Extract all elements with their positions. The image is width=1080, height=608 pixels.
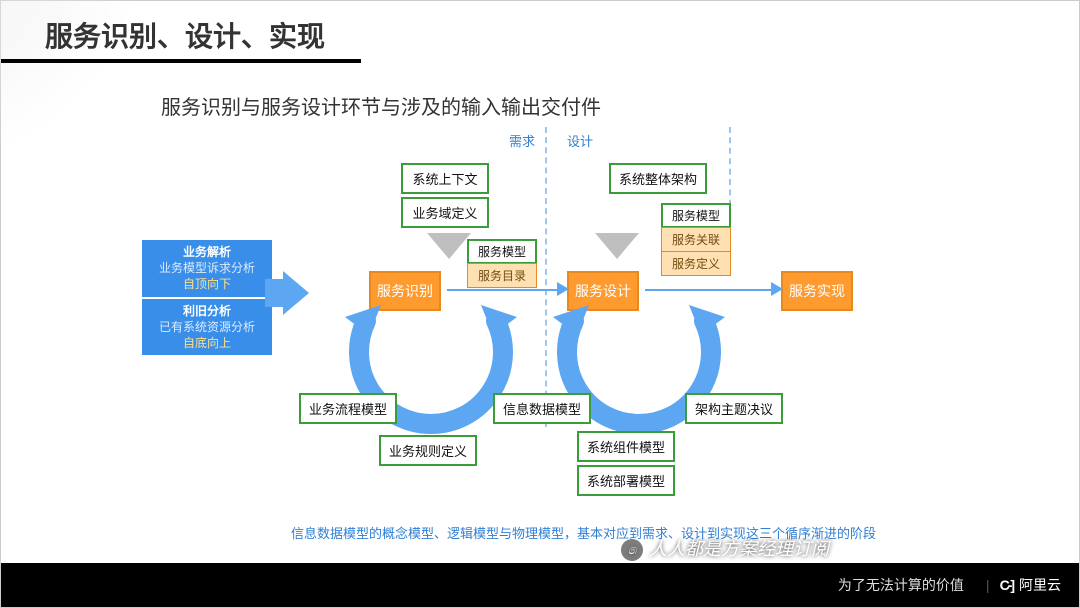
input-biz-process: 业务流程模型 (299, 393, 397, 424)
analysis-top-line: 业务模型诉求分析 (144, 260, 270, 276)
analysis-panel: 业务解析 业务模型诉求分析 自顶向下 利旧分析 已有系统资源分析 自底向上 (141, 239, 273, 356)
analysis-top-mode: 自顶向下 (144, 276, 270, 292)
subtitle: 服务识别与服务设计环节与涉及的输入输出交付件 (161, 91, 601, 120)
label-service-model-2: 服务模型 (661, 203, 731, 228)
section-design: 设计 (567, 131, 593, 150)
footer-brand: C‑] 阿里云 (1000, 575, 1061, 595)
watermark: ෧ 人人都是方案经理订阅 (621, 535, 829, 561)
analysis-top-head: 业务解析 (144, 244, 270, 260)
title-underline (1, 59, 361, 63)
output-definition: 服务定义 (661, 251, 731, 276)
analysis-bot-mode: 自底向上 (144, 335, 270, 351)
label-service-model-1: 服务模型 (467, 239, 537, 264)
wechat-icon: ෧ (621, 539, 643, 561)
input-arch-overall: 系统整体架构 (609, 163, 707, 194)
process-implement: 服务实现 (781, 271, 853, 311)
watermark-text: 人人都是方案经理订阅 (649, 539, 829, 559)
input-domain-def: 业务域定义 (401, 197, 489, 228)
input-biz-rules: 业务规则定义 (379, 435, 477, 466)
page-title: 服务识别、设计、实现 (45, 15, 325, 55)
output-catalog: 服务目录 (467, 263, 537, 288)
output-relation: 服务关联 (661, 227, 731, 252)
brand-icon: C‑] (1000, 577, 1013, 593)
arrow-down-1 (427, 233, 471, 259)
arrow-analysis-right (283, 271, 309, 315)
analysis-top: 业务解析 业务模型诉求分析 自顶向下 (141, 239, 273, 298)
input-comp-model: 系统组件模型 (577, 431, 675, 462)
slide: 服务识别、设计、实现 服务识别与服务设计环节与涉及的输入输出交付件 需求 设计 … (0, 0, 1080, 608)
input-deploy-model: 系统部署模型 (577, 465, 675, 496)
flowarrow-2 (771, 282, 783, 296)
arrow-down-2 (595, 233, 639, 259)
analysis-bot: 利旧分析 已有系统资源分析 自底向上 (141, 298, 273, 357)
input-arch-decision: 架构主题决议 (685, 393, 783, 424)
footer-sep: | (986, 577, 990, 593)
section-demand: 需求 (509, 131, 535, 150)
footer-tag: 为了无法计算的价值 (838, 575, 964, 595)
brand-text: 阿里云 (1019, 575, 1061, 595)
footer-bar: 为了无法计算的价值 | C‑] 阿里云 (1, 563, 1079, 607)
diagram: 需求 设计 业务解析 业务模型诉求分析 自顶向下 利旧分析 已有系统资源分析 自… (141, 131, 941, 531)
input-system-context: 系统上下文 (401, 163, 489, 194)
input-info-model: 信息数据模型 (493, 393, 591, 424)
analysis-bot-line: 已有系统资源分析 (144, 319, 270, 335)
analysis-bot-head: 利旧分析 (144, 303, 270, 319)
